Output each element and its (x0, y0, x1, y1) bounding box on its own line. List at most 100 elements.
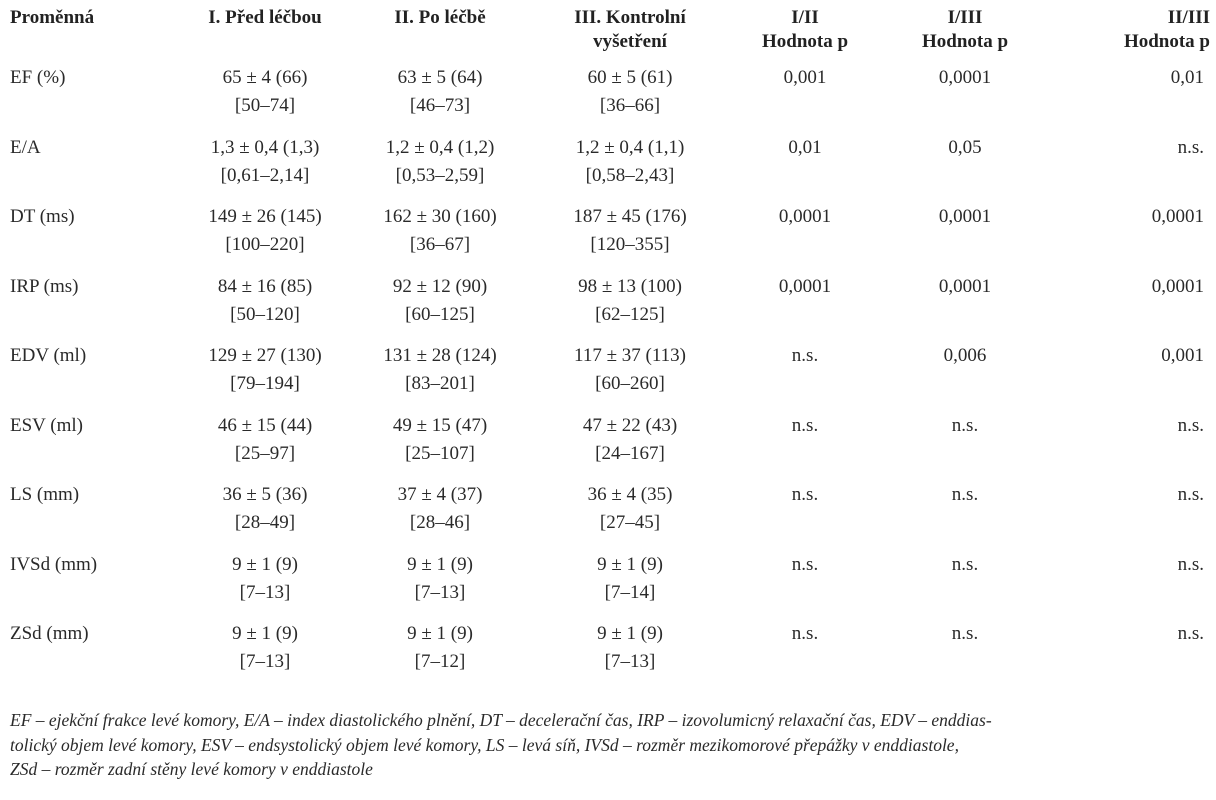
range: [7–13] (414, 581, 466, 603)
p-value: n.s. (791, 553, 819, 575)
p-value: 0,0001 (778, 275, 832, 297)
range: [46–73] (409, 95, 471, 116)
mean-sd-median: 9 ± 1 (9) (597, 623, 663, 644)
variable-name: EF (%) (10, 67, 66, 88)
range: [62–125] (595, 303, 665, 325)
before-treatment-cell: 46 ± 15 (44) [25–97] (180, 412, 350, 482)
control-exam-cell: 36 ± 4 (35) [27–45] (530, 481, 730, 551)
range: [24–167] (595, 442, 665, 464)
p-value: n.s. (1177, 136, 1204, 158)
p-value-2-3-cell: n.s. (1050, 551, 1210, 621)
p-value-1-2-cell: 0,0001 (730, 273, 880, 343)
p-value-2-3-cell: 0,001 (1050, 342, 1210, 412)
header-p13-line-1: I/III (947, 7, 983, 28)
table-header: Proměnná I. Před léčbou II. Po léčbě III… (10, 6, 1210, 64)
table-footnote: EF – ejekční frakce levé komory, E/A – i… (10, 708, 1210, 782)
after-treatment-cell: 9 ± 1 (9) [7–13] (350, 551, 530, 621)
p-value-2-3-cell: n.s. (1050, 481, 1210, 551)
variable-cell: LS (mm) (10, 481, 180, 551)
control-exam-cell: 9 ± 1 (9) [7–14] (530, 551, 730, 621)
mean-sd-median: 187 ± 45 (176) (573, 206, 687, 227)
range: [79–194] (230, 373, 300, 394)
mean-sd-median: 1,2 ± 0,4 (1,1) (575, 136, 685, 158)
p-value: n.s. (1177, 623, 1204, 644)
p-value-1-2-cell: n.s. (730, 342, 880, 412)
mean-sd-median: 117 ± 37 (113) (574, 345, 686, 366)
footnote-line: tolický objem levé komory, ESV – endsyst… (10, 734, 959, 755)
control-exam-cell: 1,2 ± 0,4 (1,1) [0,58–2,43] (530, 134, 730, 204)
p-value: n.s. (951, 553, 979, 575)
range: [36–66] (599, 95, 661, 116)
table-row: IRP (ms) 84 ± 16 (85) [50–120] 92 ± 12 (90)… (10, 273, 1210, 343)
mean-sd-median: 9 ± 1 (9) (232, 623, 298, 644)
table-row: LS (mm) 36 ± 5 (36) [28–49] 37 ± 4 (37) [28–… (10, 481, 1210, 551)
p-value-1-3-cell: n.s. (880, 412, 1050, 482)
after-treatment-cell: 162 ± 30 (160) [36–67] (350, 203, 530, 273)
p-value-2-3-cell: n.s. (1050, 412, 1210, 482)
p-value-1-2-cell: n.s. (730, 551, 880, 621)
p-value-2-3-cell: n.s. (1050, 620, 1210, 690)
variable-cell: EDV (ml) (10, 342, 180, 412)
before-treatment-cell: 84 ± 16 (85) [50–120] (180, 273, 350, 343)
range: [25–107] (405, 442, 475, 464)
range: [25–97] (234, 442, 296, 464)
after-treatment-cell: 131 ± 28 (124) [83–201] (350, 342, 530, 412)
mean-sd-median: 129 ± 27 (130) (208, 345, 322, 366)
p-value-1-3-cell: 0,0001 (880, 273, 1050, 343)
range: [28–49] (234, 512, 296, 533)
before-treatment-cell: 1,3 ± 0,4 (1,3) [0,61–2,14] (180, 134, 350, 204)
before-treatment-cell: 65 ± 4 (66) [50–74] (180, 64, 350, 134)
header-control-exam: III. Kontrolní vyšetření (530, 6, 730, 64)
range: [7–13] (239, 581, 291, 603)
variable-name: LS (mm) (10, 484, 80, 505)
p-value-1-2-cell: n.s. (730, 412, 880, 482)
mean-sd-median: 149 ± 26 (145) (208, 206, 322, 227)
p-value-2-3-cell: 0,0001 (1050, 203, 1210, 273)
header-p-2-3: II/III Hodnota p (1050, 6, 1210, 64)
p-value-1-3-cell: n.s. (880, 551, 1050, 621)
header-p12-line-2: Hodnota p (761, 31, 849, 52)
table-row: DT (ms) 149 ± 26 (145) [100–220] 162 ± 30 (… (10, 203, 1210, 273)
p-value-1-3-cell: n.s. (880, 620, 1050, 690)
table-row: EDV (ml) 129 ± 27 (130) [79–194] 131 ± 28 (… (10, 342, 1210, 412)
p-value: 0,01 (788, 136, 822, 158)
range: [7–13] (239, 651, 291, 672)
mean-sd-median: 162 ± 30 (160) (383, 206, 497, 227)
p-value: n.s. (951, 623, 979, 644)
mean-sd-median: 37 ± 4 (37) (397, 484, 483, 505)
p-value: 0,0001 (778, 206, 832, 227)
footnote-line: ZSd – rozměr zadní stěny levé komory v e… (10, 759, 373, 779)
range: [0,58–2,43] (585, 164, 675, 186)
header-row: Proměnná I. Před léčbou II. Po léčbě III… (10, 6, 1210, 64)
table-body: EF (%) 65 ± 4 (66) [50–74] 63 ± 5 (64) [46–7… (10, 64, 1210, 690)
variable-cell: IVSd (mm) (10, 551, 180, 621)
mean-sd-median: 9 ± 1 (9) (407, 553, 473, 575)
mean-sd-median: 1,3 ± 0,4 (1,3) (210, 136, 320, 158)
p-value: 0,05 (948, 136, 982, 158)
after-treatment-cell: 1,2 ± 0,4 (1,2) [0,53–2,59] (350, 134, 530, 204)
variable-cell: DT (ms) (10, 203, 180, 273)
table-row: ESV (ml) 46 ± 15 (44) [25–97] 49 ± 15 (47) [… (10, 412, 1210, 482)
variable-name: ZSd (mm) (10, 623, 89, 644)
p-value: n.s. (791, 623, 819, 644)
p-value: 0,0001 (938, 275, 992, 297)
control-exam-cell: 9 ± 1 (9) [7–13] (530, 620, 730, 690)
before-treatment-cell: 129 ± 27 (130) [79–194] (180, 342, 350, 412)
results-table-container: Proměnná I. Před léčbou II. Po léčbě III… (10, 6, 1210, 690)
p-value: n.s. (951, 414, 979, 436)
header-variable-line: Proměnná (10, 7, 95, 28)
p-value: n.s. (791, 414, 819, 436)
mean-sd-median: 98 ± 13 (100) (578, 275, 682, 297)
range: [0,53–2,59] (395, 164, 485, 186)
table-row: ZSd (mm) 9 ± 1 (9) [7–13] 9 ± 1 (9) [7–12] 9 … (10, 620, 1210, 690)
mean-sd-median: 36 ± 5 (36) (222, 484, 308, 505)
after-treatment-cell: 92 ± 12 (90) [60–125] (350, 273, 530, 343)
mean-sd-median: 1,2 ± 0,4 (1,2) (385, 136, 495, 158)
p-value-2-3-cell: 0,01 (1050, 64, 1210, 134)
header-control-line-1: III. Kontrolní (574, 7, 686, 28)
variable-cell: ESV (ml) (10, 412, 180, 482)
variable-name: IRP (ms) (10, 275, 79, 297)
mean-sd-median: 65 ± 4 (66) (222, 67, 308, 88)
p-value-1-2-cell: n.s. (730, 481, 880, 551)
mean-sd-median: 60 ± 5 (61) (587, 67, 673, 88)
